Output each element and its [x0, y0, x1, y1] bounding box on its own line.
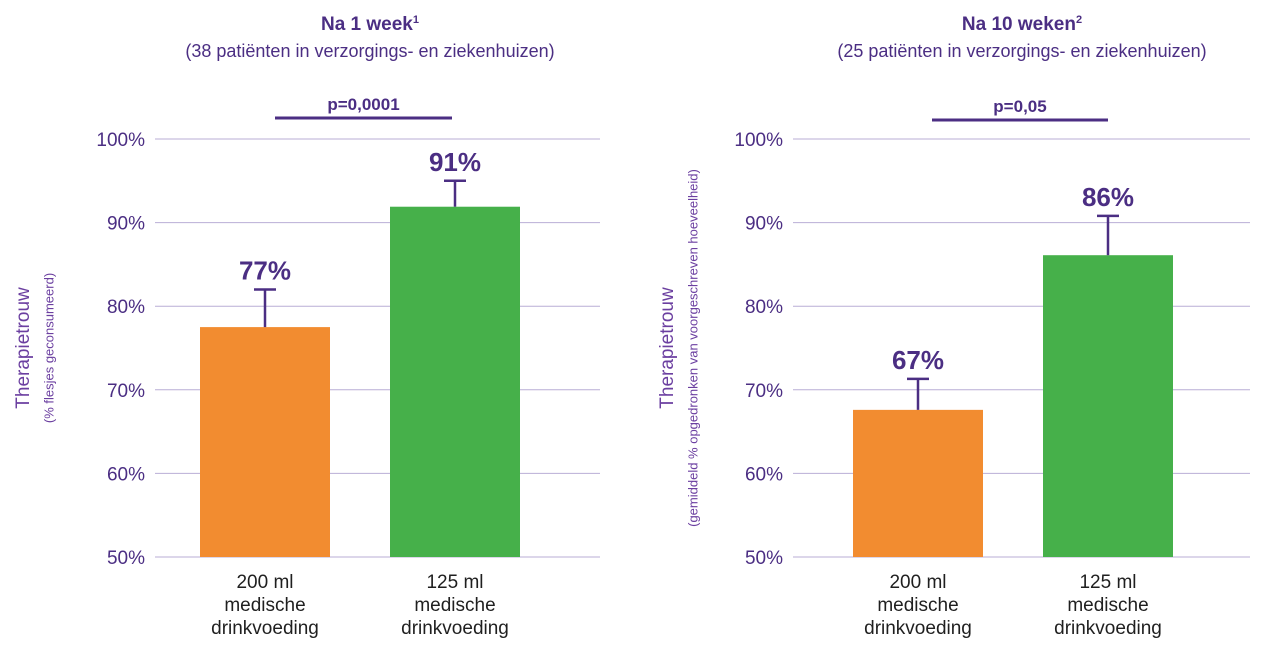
bar-125ml: [1043, 255, 1173, 558]
y-tick-label: 60%: [107, 464, 145, 485]
y-tick-label: 80%: [107, 297, 145, 318]
data-label: 91%: [429, 147, 481, 177]
y-tick-label: 90%: [745, 214, 783, 235]
y-axis-label: Therapietrouw: [13, 287, 34, 409]
y-tick-label: 50%: [107, 548, 145, 569]
y-tick-label: 100%: [96, 130, 145, 151]
data-label: 86%: [1082, 182, 1134, 212]
category-label: 200 ml medische drinkvoeding: [864, 572, 972, 639]
category-label-line: drinkvoeding: [211, 618, 319, 639]
category-label-line: 125 ml: [426, 572, 483, 593]
y-tick-label: 70%: [745, 381, 783, 402]
chart-panel-1: Na 1 week1 (38 patiënten in verzorgings- …: [13, 14, 600, 639]
chart-title-text: Na 10 weken: [962, 14, 1076, 35]
y-axis-label: Therapietrouw: [657, 287, 678, 409]
data-label: 77%: [239, 255, 291, 285]
data-label: 67%: [892, 345, 944, 375]
bar-200ml: [853, 409, 983, 557]
chart-title-superscript: 2: [1076, 14, 1082, 26]
significance-label: p=0,05: [993, 97, 1046, 116]
chart-title-text: Na 1 week: [321, 14, 413, 35]
bar-200ml: [200, 327, 330, 557]
y-tick-label: 60%: [745, 464, 783, 485]
y-tick-label: 50%: [745, 548, 783, 569]
chart-title-superscript: 1: [413, 14, 419, 26]
significance-label: p=0,0001: [327, 95, 399, 114]
y-tick-label: 90%: [107, 214, 145, 235]
category-label-line: drinkvoeding: [1054, 618, 1162, 639]
chart-panel-2: Na 10 weken2 (25 patiënten in verzorgings…: [657, 14, 1250, 639]
chart-title: Na 10 weken2: [962, 14, 1082, 35]
chart-subtitle: (25 patiënten in verzorgings- en ziekenh…: [837, 41, 1206, 61]
category-label: 125 ml medische drinkvoeding: [401, 572, 509, 639]
y-axis-sublabel: (% flesjes geconsumeerd): [41, 273, 56, 423]
chart-title: Na 1 week1: [321, 14, 419, 35]
category-label: 125 ml medische drinkvoeding: [1054, 572, 1162, 639]
category-label-line: drinkvoeding: [864, 618, 972, 639]
bar-125ml: [390, 206, 520, 557]
category-label-line: 125 ml: [1079, 572, 1136, 593]
category-label: 200 ml medische drinkvoeding: [211, 572, 319, 639]
y-tick-label: 100%: [734, 130, 783, 151]
chart-subtitle: (38 patiënten in verzorgings- en ziekenh…: [185, 41, 554, 61]
y-axis-sublabel: (gemiddeld % opgedronken van voorgeschre…: [685, 169, 700, 527]
category-label-line: medische: [1067, 595, 1148, 616]
category-label-line: 200 ml: [889, 572, 946, 593]
category-label-line: drinkvoeding: [401, 618, 509, 639]
category-label-line: medische: [414, 595, 495, 616]
y-tick-label: 80%: [745, 297, 783, 318]
category-label-line: 200 ml: [236, 572, 293, 593]
y-tick-label: 70%: [107, 381, 145, 402]
category-label-line: medische: [224, 595, 305, 616]
category-label-line: medische: [877, 595, 958, 616]
